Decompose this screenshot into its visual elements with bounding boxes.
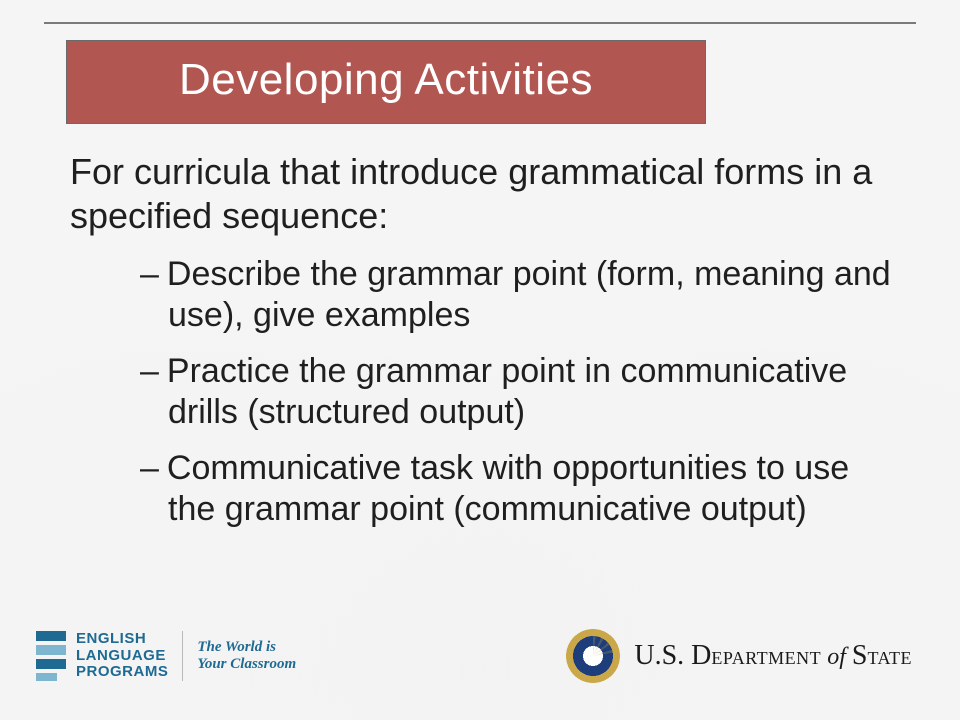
list-item: Communicative task with opportunities to… (140, 448, 905, 531)
dos-text-part: U.S. D (634, 640, 711, 671)
dos-text-part: of (821, 644, 852, 670)
dos-text-part: TATE (867, 648, 912, 668)
dos-text-part: S (852, 640, 868, 671)
dos-seal-icon (566, 629, 620, 683)
footer: ENGLISH LANGUAGE PROGRAMS The World is Y… (0, 616, 960, 696)
elp-tagline: The World is Your Classroom (197, 639, 296, 674)
dos-wordmark: U.S. DEPARTMENT of STATE (634, 640, 912, 672)
list-item: Practice the grammar point in communicat… (140, 351, 905, 434)
tagline-line: Your Classroom (197, 656, 296, 673)
elp-logo: ENGLISH LANGUAGE PROGRAMS The World is Y… (36, 631, 296, 681)
slide-content: For curricula that introduce grammatical… (70, 150, 905, 545)
tagline-line: The World is (197, 639, 296, 656)
top-divider (44, 22, 916, 24)
elp-line: ENGLISH (76, 631, 168, 648)
vertical-divider (182, 631, 183, 681)
intro-text: For curricula that introduce grammatical… (70, 150, 905, 238)
elp-line: LANGUAGE (76, 648, 168, 665)
elp-line: PROGRAMS (76, 664, 168, 681)
list-item: Describe the grammar point (form, meanin… (140, 254, 905, 337)
dos-text-part: EPARTMENT (711, 648, 821, 668)
elp-mark-icon: ENGLISH LANGUAGE PROGRAMS (36, 631, 168, 681)
dos-logo: U.S. DEPARTMENT of STATE (566, 629, 912, 683)
elp-wordmark: ENGLISH LANGUAGE PROGRAMS (76, 631, 168, 681)
elp-bars-icon (36, 631, 66, 681)
slide-title: Developing Activities (66, 40, 706, 124)
bullet-list: Describe the grammar point (form, meanin… (70, 254, 905, 531)
